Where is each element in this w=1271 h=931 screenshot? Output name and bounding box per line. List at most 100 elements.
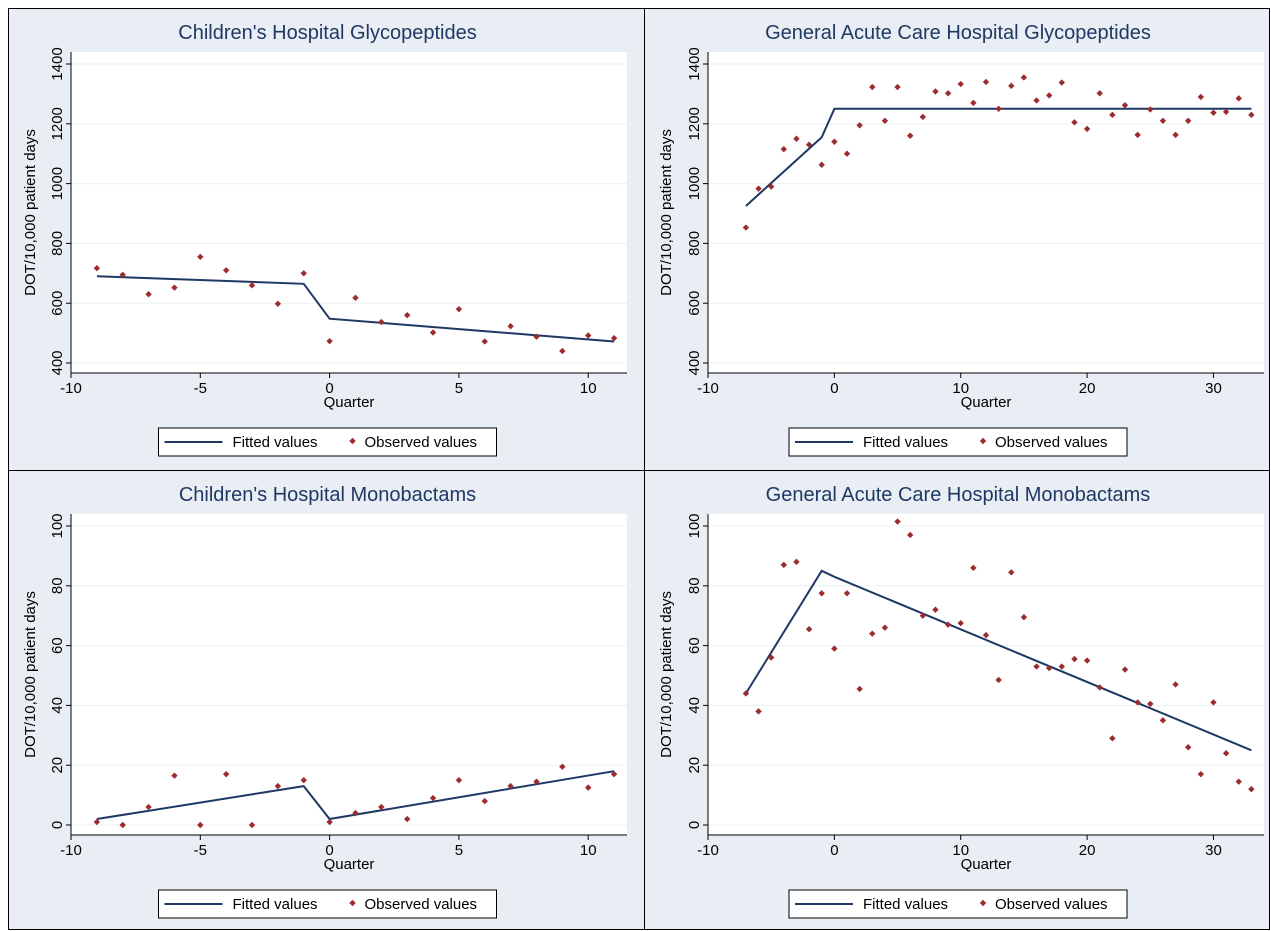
x-tick-label: 10	[952, 842, 969, 859]
legend-observed-swatch	[979, 437, 987, 445]
observed-point	[1172, 131, 1179, 139]
observed-point	[93, 818, 101, 826]
observed-point	[755, 708, 762, 715]
observed-point	[197, 253, 204, 261]
observed-point	[171, 284, 178, 291]
legend-box	[788, 427, 1128, 457]
observed-point	[352, 294, 359, 302]
y-tick-label: 0	[49, 821, 66, 829]
chart-svg-childrens-glycopeptides: Children's Hospital Glycopeptides 400 600 8…	[22, 22, 627, 457]
observed-point	[894, 518, 901, 525]
x-tick-label: 0	[830, 842, 838, 859]
observed-point	[780, 146, 788, 153]
observed-point	[533, 333, 540, 340]
observed-point	[843, 150, 851, 157]
fitted-values-line	[96, 275, 615, 343]
observed-point	[507, 782, 514, 790]
legend: Fitted values Observed values	[158, 427, 497, 457]
observed-point	[119, 821, 126, 829]
chart-title: General Acute Care Hospital Monobactams	[766, 484, 1151, 506]
observed-point	[1184, 117, 1192, 125]
observed-point	[403, 815, 411, 823]
observed-point	[1184, 744, 1192, 751]
x-tick-label: 10	[952, 380, 969, 397]
legend-observed-label: Observed values	[365, 434, 478, 451]
y-tick-label: 1200	[49, 107, 66, 140]
x-tick-label: 0	[325, 842, 333, 859]
x-tick-label: 5	[455, 842, 463, 859]
observed-point	[1235, 778, 1242, 785]
legend-observed-swatch	[349, 437, 356, 445]
plot-area	[708, 52, 1264, 373]
chart-panel-childrens-glycopeptides: Children's Hospital Glycopeptides 400 600 8…	[8, 8, 645, 471]
x-axis-label: Quarter	[961, 394, 1012, 411]
observed-point	[326, 818, 333, 826]
fitted-values-line	[745, 107, 1252, 207]
x-tick-label: -10	[60, 842, 82, 859]
chart-svg-general-monobactams: General Acute Care Hospital Monobactams 0…	[658, 484, 1264, 919]
observed-point	[300, 776, 307, 784]
chart-panel-childrens-monobactams: Children's Hospital Monobactams 0 20 40 60 80…	[8, 470, 645, 930]
observed-point	[274, 300, 282, 307]
observed-point	[300, 270, 307, 277]
y-axis-label: DOT/10,000 patient days	[658, 129, 675, 296]
y-tick-label: 60	[49, 637, 66, 654]
observed-point	[248, 282, 256, 289]
chart-panel-general-glycopeptides: General Acute Care Hospital Glycopeptide…	[644, 8, 1270, 471]
x-tick-label: 0	[830, 380, 838, 397]
y-tick-label: 20	[686, 757, 703, 774]
y-tick-label: 800	[49, 231, 66, 256]
y-tick-label: 40	[49, 697, 66, 714]
observed-point	[1134, 131, 1141, 139]
legend-fitted-label: Fitted values	[233, 434, 318, 451]
x-axis-label: Quarter	[961, 856, 1012, 873]
observed-point	[326, 337, 333, 345]
observed-point	[982, 78, 990, 86]
observed-point	[403, 311, 411, 319]
observed-point	[982, 631, 990, 639]
y-axis-label: DOT/10,000 patient days	[22, 591, 39, 758]
observed-point	[455, 776, 463, 784]
y-tick-label: 100	[686, 513, 703, 538]
x-tick-label: 30	[1205, 380, 1222, 397]
y-tick-label: 1200	[686, 107, 703, 140]
legend: Fitted values Observed values	[788, 889, 1128, 919]
observed-point	[1222, 750, 1230, 757]
y-tick-label: 600	[49, 291, 66, 316]
observed-point	[1197, 770, 1205, 778]
y-tick-label: 80	[49, 577, 66, 594]
chart-svg-childrens-monobactams: Children's Hospital Monobactams 0 20 40 60 80…	[22, 484, 627, 919]
x-tick-label: 10	[580, 380, 597, 397]
legend-observed-swatch	[349, 899, 356, 907]
observed-point	[1222, 108, 1230, 116]
observed-point	[767, 183, 775, 190]
observed-point	[970, 99, 977, 107]
observed-point	[805, 141, 813, 148]
observed-point	[1248, 111, 1255, 119]
y-tick-label: 60	[686, 637, 703, 654]
y-tick-label: 40	[686, 697, 703, 714]
y-tick-label: 80	[686, 577, 703, 594]
x-tick-label: 10	[580, 842, 597, 859]
legend: Fitted values Observed values	[788, 427, 1128, 457]
observed-point	[1096, 90, 1103, 97]
x-tick-label: 20	[1079, 842, 1096, 859]
y-tick-label: 400	[49, 350, 66, 375]
observed-point	[429, 329, 437, 336]
y-tick-label: 800	[686, 231, 703, 256]
y-tick-label: 1400	[686, 47, 703, 80]
observed-point	[222, 267, 230, 274]
observed-point	[767, 654, 775, 661]
observed-point	[378, 318, 385, 326]
observed-point	[1109, 111, 1116, 119]
observed-point	[119, 271, 126, 278]
observed-point	[455, 305, 463, 313]
observed-point	[1134, 699, 1141, 706]
x-axis-label: Quarter	[324, 394, 375, 411]
observed-point	[1172, 681, 1179, 688]
observed-point	[1147, 106, 1154, 113]
chart-title: Children's Hospital Glycopeptides	[178, 22, 476, 44]
plot-area	[71, 514, 627, 835]
plot-area	[708, 514, 1264, 835]
x-tick-label: -10	[697, 380, 719, 397]
